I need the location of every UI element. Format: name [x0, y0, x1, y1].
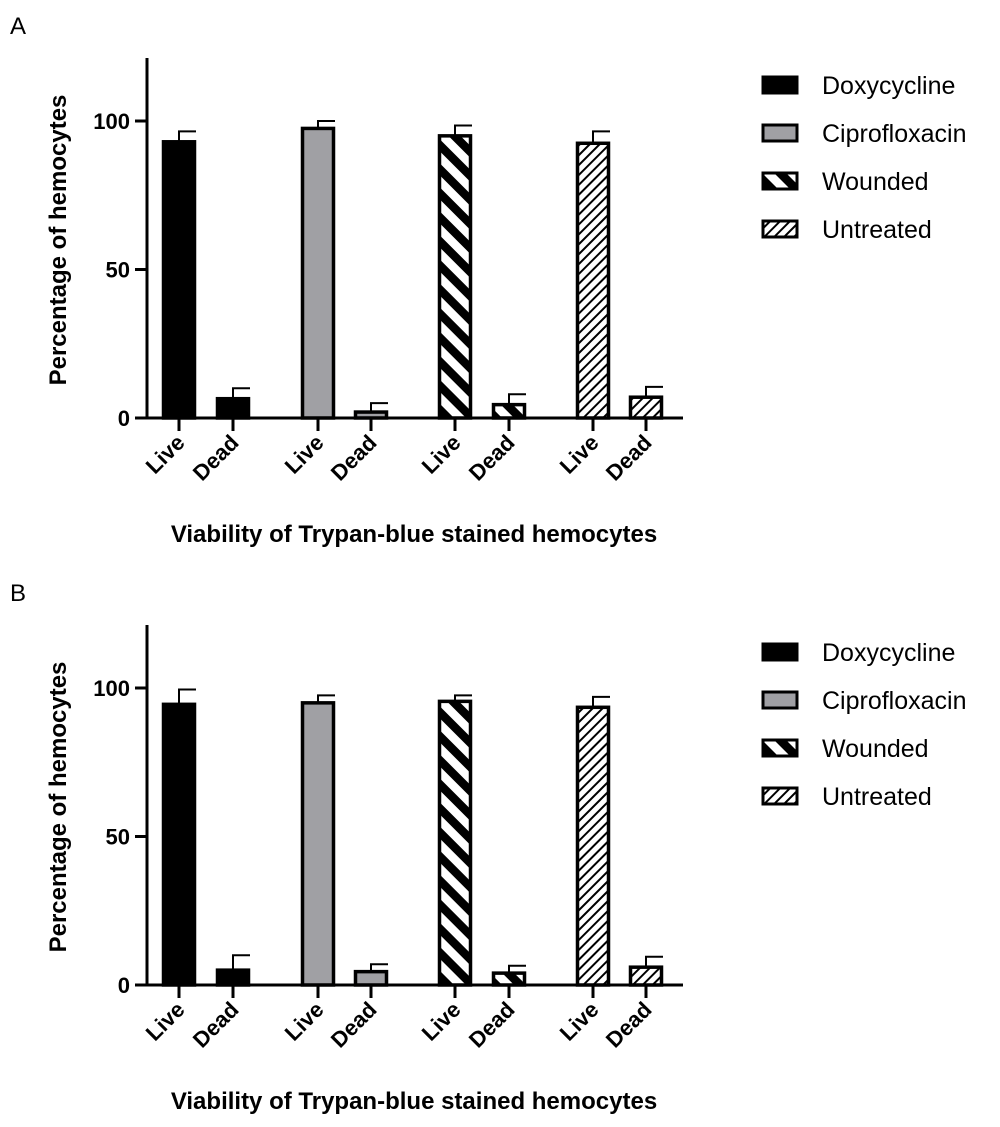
legend-item-wounded: Wounded [761, 168, 929, 196]
legend-item-ciprofloxacin: Ciprofloxacin [761, 120, 967, 148]
legend-item-wounded: Wounded [761, 735, 929, 763]
bar-wounded-live [437, 699, 473, 987]
legend-swatch [761, 75, 799, 95]
legend-swatch [761, 123, 799, 143]
legend-item-untreated: Untreated [761, 783, 932, 811]
y-axis-title: Percentage of hemocytes [45, 95, 72, 386]
x-category-label: Live [555, 997, 604, 1046]
x-axis-title: Viability of Trypan-blue stained hemocyt… [171, 1088, 657, 1115]
x-category-label: Dead [601, 997, 657, 1053]
x-category-label: Dead [464, 997, 520, 1053]
legend-swatch [761, 642, 799, 662]
y-tick-label: 100 [93, 109, 130, 134]
legend-label: Wounded [822, 168, 929, 196]
legend-item-doxycycline: Doxycycline [761, 639, 955, 667]
bar-doxycycline-dead [215, 968, 251, 987]
x-category-label: Live [141, 430, 190, 479]
y-axis-title: Percentage of hemocytes [45, 662, 72, 953]
legend-item-untreated: Untreated [761, 216, 932, 244]
y-tick-label: 50 [106, 258, 130, 283]
bar-untreated-dead [628, 395, 664, 420]
legend-swatch [761, 786, 799, 806]
y-tick-label: 100 [93, 676, 130, 701]
bar-wounded-dead [491, 402, 527, 420]
legend-item-doxycycline: Doxycycline [761, 72, 955, 100]
x-category-label: Dead [601, 430, 657, 486]
panel-label: B [10, 580, 26, 607]
x-category-label: Dead [464, 430, 520, 486]
bar-doxycycline-dead [215, 396, 251, 420]
legend-swatch [761, 171, 799, 191]
bar-wounded-live [437, 134, 473, 420]
legend-label: Doxycycline [822, 639, 955, 667]
bar-untreated-dead [628, 965, 664, 987]
x-category-label: Live [555, 430, 604, 479]
panel-label: A [10, 13, 26, 40]
legend-swatch [761, 690, 799, 710]
bar-wounded-dead [491, 971, 527, 987]
x-category-label: Live [280, 997, 329, 1046]
bar-ciprofloxacin-live [300, 126, 336, 420]
x-axis-title: Viability of Trypan-blue stained hemocyt… [171, 521, 657, 548]
y-tick-label: 50 [106, 825, 130, 850]
x-category-label: Dead [326, 997, 382, 1053]
legend-label: Untreated [822, 216, 932, 244]
bar-ciprofloxacin-dead [353, 410, 389, 420]
x-category-label: Dead [188, 997, 244, 1053]
bar-ciprofloxacin-live [300, 701, 336, 987]
y-tick-label: 0 [118, 973, 130, 998]
x-category-label: Dead [188, 430, 244, 486]
legend-label: Wounded [822, 735, 929, 763]
bar-doxycycline-live [161, 702, 197, 987]
legend-swatch [761, 738, 799, 758]
legend-label: Untreated [822, 783, 932, 811]
x-category-label: Live [417, 997, 466, 1046]
y-tick-label: 0 [118, 406, 130, 431]
legend-swatch [761, 219, 799, 239]
x-category-label: Live [417, 430, 466, 479]
legend-label: Ciprofloxacin [822, 687, 967, 715]
bar-ciprofloxacin-dead [353, 969, 389, 987]
bar-doxycycline-live [161, 140, 197, 420]
bar-untreated-live [575, 705, 611, 987]
legend-item-ciprofloxacin: Ciprofloxacin [761, 687, 967, 715]
legend-label: Doxycycline [822, 72, 955, 100]
bar-untreated-live [575, 141, 611, 420]
x-category-label: Live [280, 430, 329, 479]
x-category-label: Live [141, 997, 190, 1046]
x-category-label: Dead [326, 430, 382, 486]
legend-label: Ciprofloxacin [822, 120, 967, 148]
